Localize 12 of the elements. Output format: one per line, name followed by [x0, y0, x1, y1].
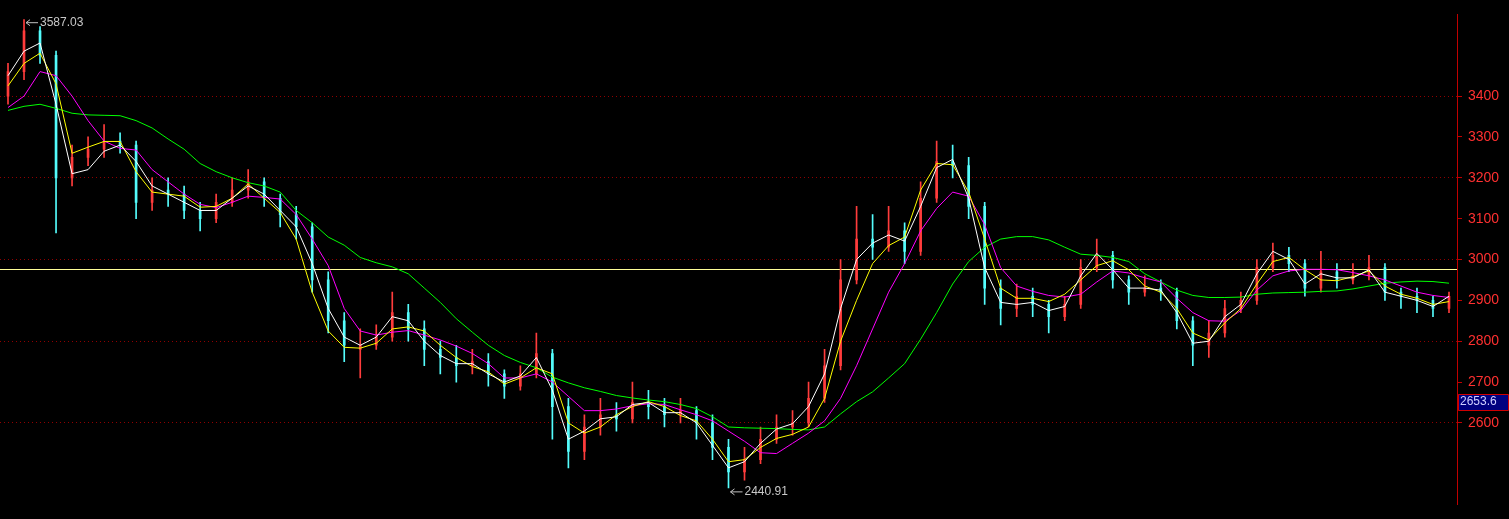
y-tick-label: 3400	[1468, 86, 1500, 103]
y-tick-label: 3000	[1468, 250, 1500, 267]
y-tick-label: 3200	[1468, 168, 1500, 185]
text: 2653.6	[1460, 394, 1498, 409]
y-tick-label: 2600	[1468, 413, 1500, 430]
y-tick-label: 2900	[1468, 291, 1500, 308]
annotation: 3587.03	[40, 15, 84, 30]
y-tick-label: 2700	[1468, 372, 1500, 389]
y-tick-label: 3300	[1468, 127, 1500, 144]
y-tick-label: 2800	[1468, 332, 1500, 349]
annotation: 2440.91	[744, 484, 789, 499]
y-tick-label: 3100	[1468, 209, 1500, 226]
